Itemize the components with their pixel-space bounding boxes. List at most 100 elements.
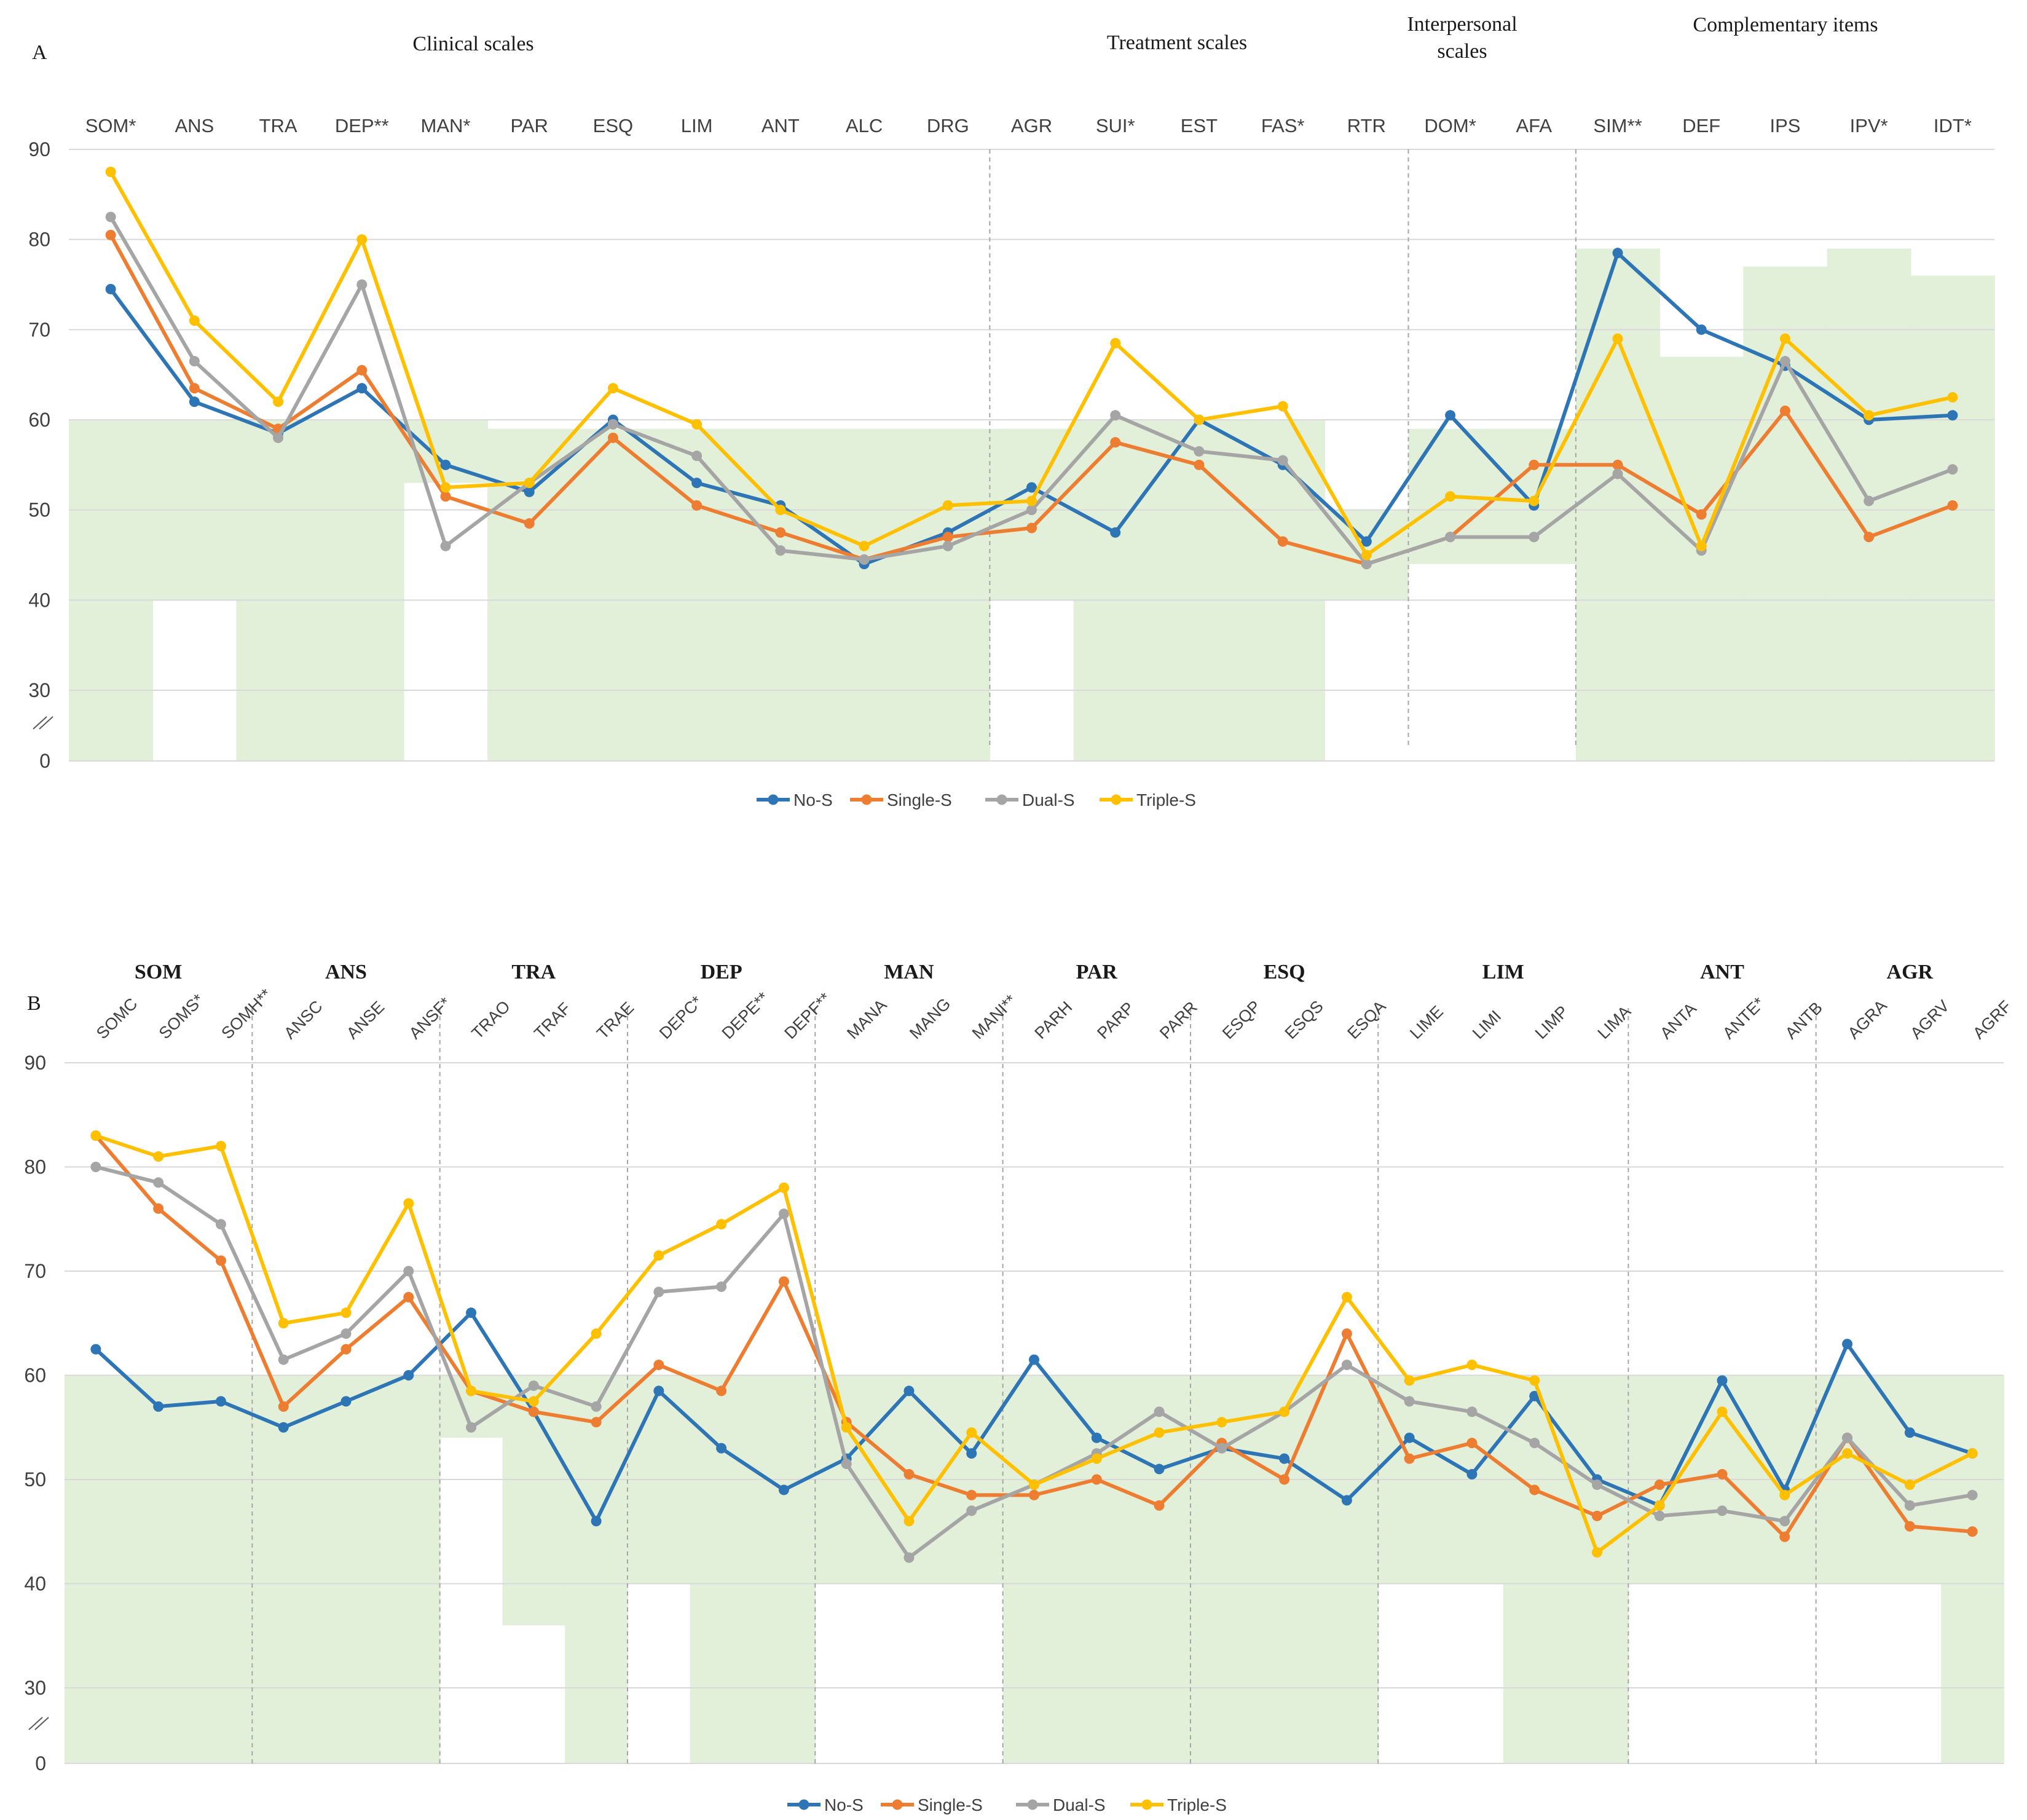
legend-marker-nos [768, 794, 779, 805]
y-tick-label: 50 [28, 499, 50, 521]
data-point-nos [1947, 410, 1958, 421]
data-point-nos [716, 1443, 727, 1454]
category-label: EST [1181, 115, 1218, 136]
category-label: LIME [1406, 1002, 1447, 1042]
data-point-singles [1864, 532, 1875, 543]
data-point-nos [1842, 1339, 1853, 1350]
data-point-triples [1216, 1417, 1227, 1428]
data-point-nos [1904, 1427, 1915, 1438]
group-label: ANS [325, 961, 367, 983]
data-point-triples [691, 419, 703, 430]
category-label: ANSF* [406, 993, 455, 1042]
normal-range-band [1253, 1375, 1317, 1763]
legend-marker-duals [1027, 1799, 1038, 1810]
legend-label-triples: Triple-S [1167, 1795, 1227, 1814]
legend-label-nos: No-S [824, 1795, 864, 1814]
data-point-nos [1361, 536, 1372, 547]
data-point-nos [1445, 410, 1456, 421]
data-point-duals [1404, 1396, 1415, 1407]
group-label: ESQ [1264, 961, 1305, 983]
data-point-duals [466, 1422, 477, 1433]
data-point-triples [778, 1182, 789, 1193]
normal-range-band [906, 428, 991, 761]
data-point-singles [1529, 1484, 1540, 1495]
category-label: MANA [843, 996, 890, 1042]
normal-range-band [315, 1375, 378, 1763]
normal-range-band [738, 428, 823, 761]
data-point-duals [1842, 1432, 1853, 1443]
group-label-line: Interpersonal [1407, 13, 1517, 36]
legend-label-triples: Triple-S [1136, 790, 1196, 810]
data-point-triples [1277, 401, 1288, 412]
group-label: AGR [1887, 961, 1934, 983]
category-label: LIM [681, 115, 713, 136]
data-point-duals [403, 1266, 414, 1277]
data-point-nos [105, 283, 116, 294]
data-point-triples [1612, 333, 1623, 344]
normal-range-band [236, 420, 321, 761]
data-point-singles [356, 364, 368, 376]
category-label: DEPC* [656, 992, 706, 1042]
data-point-nos [691, 478, 703, 489]
data-point-singles [778, 1276, 789, 1287]
category-label: TRAE [593, 998, 637, 1042]
data-point-duals [340, 1328, 352, 1339]
data-point-duals [966, 1505, 977, 1516]
data-point-triples [278, 1318, 289, 1329]
axis-break-mark [34, 1717, 49, 1730]
data-point-singles [1026, 522, 1037, 534]
data-point-duals [778, 1208, 789, 1219]
category-label: IPS [1769, 115, 1800, 136]
data-point-nos [1717, 1375, 1728, 1386]
y-tick-label: 30 [24, 1677, 46, 1699]
normal-range-band [1073, 420, 1158, 761]
data-point-duals [1779, 356, 1790, 367]
normal-range-band [1565, 1375, 1629, 1763]
data-point-singles [1696, 509, 1707, 520]
series [90, 1130, 1978, 1563]
data-point-singles [440, 491, 451, 502]
legend-marker-singles [861, 794, 872, 805]
normal-range-band [822, 428, 907, 761]
data-point-duals [859, 554, 870, 565]
data-point-singles [1110, 437, 1121, 448]
data-point-duals [903, 1552, 915, 1563]
data-point-triples [716, 1219, 727, 1230]
data-point-nos [653, 1385, 664, 1397]
legend-marker-duals [996, 794, 1007, 805]
y-tick-label: 90 [24, 1052, 46, 1074]
data-point-triples [1842, 1448, 1853, 1459]
data-point-singles [153, 1203, 164, 1214]
panel-A: 0 30 40 50 60 70 80 90 SOM* ANS TRA DEP** MAN* PAR ESQ… [28, 13, 1995, 810]
data-point-singles [691, 500, 703, 511]
data-point-triples [153, 1151, 164, 1162]
data-point-triples [466, 1385, 477, 1397]
category-label: AGRF [1969, 997, 2015, 1042]
normal-range-band [65, 1375, 128, 1763]
data-point-triples [607, 383, 618, 394]
data-point-nos [1696, 324, 1707, 335]
data-point-triples [653, 1250, 664, 1261]
y-tick-label: 90 [28, 138, 50, 160]
data-point-duals [653, 1286, 664, 1298]
legend-label-duals: Dual-S [1053, 1795, 1106, 1814]
data-point-duals [1529, 532, 1540, 543]
normal-range-band [1002, 1375, 1066, 1763]
category-label: DOM* [1424, 115, 1476, 136]
data-point-duals [716, 1281, 727, 1292]
data-point-nos [153, 1401, 164, 1412]
normal-range-band [1241, 420, 1326, 761]
group-label: Treatment scales [1107, 31, 1247, 54]
data-point-nos [1279, 1453, 1290, 1464]
group-label: PAR [1076, 961, 1118, 983]
category-label: AGRA [1844, 996, 1891, 1042]
data-point-duals [591, 1401, 602, 1412]
data-point-nos [1029, 1354, 1039, 1365]
legend-marker-singles [892, 1799, 903, 1810]
legend-label-nos: No-S [793, 790, 833, 810]
category-label: IDT* [1934, 115, 1972, 136]
data-point-triples [1529, 1375, 1540, 1386]
group-dividers [251, 1008, 1817, 1763]
data-point-nos [1341, 1495, 1352, 1506]
category-label: ANT [762, 115, 800, 136]
